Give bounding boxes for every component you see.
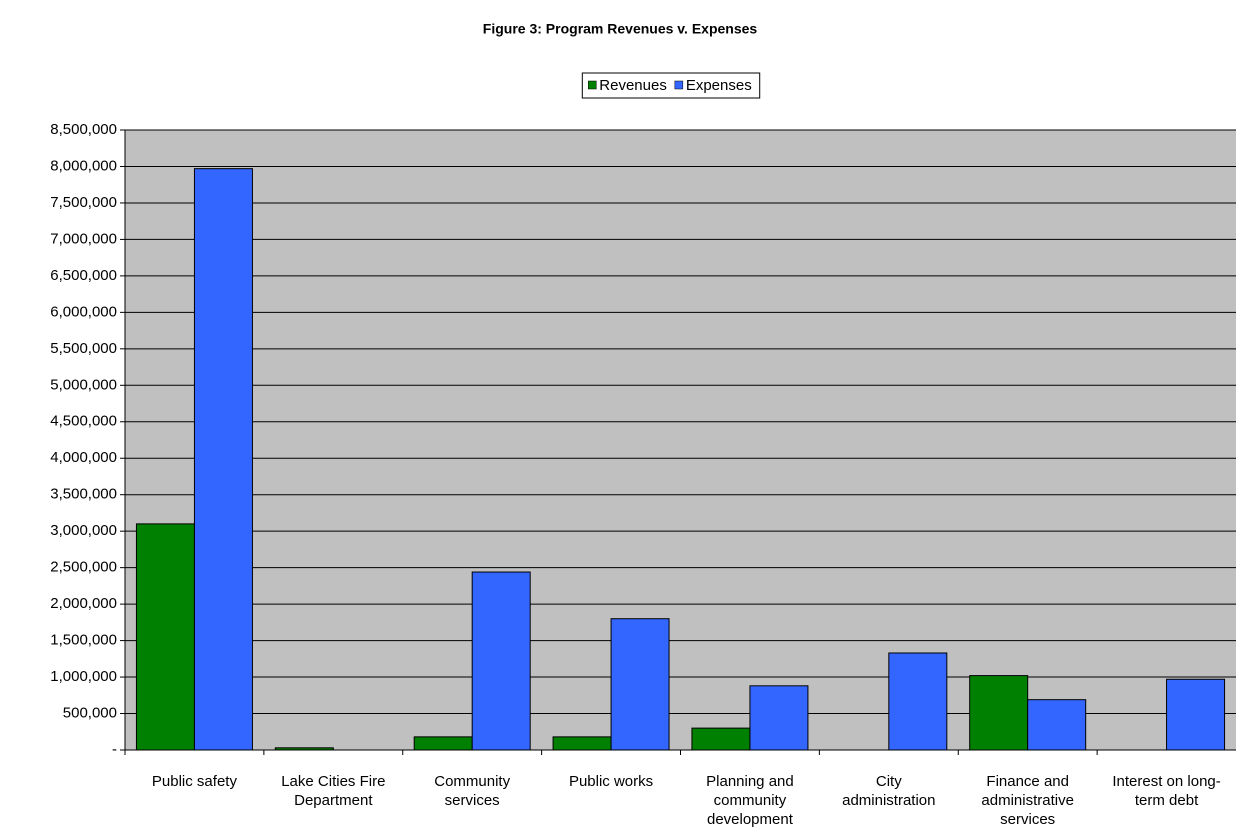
bar [1166, 678, 1226, 751]
x-tick-label: Interest on long-term debt [1112, 773, 1221, 809]
bar [888, 652, 948, 751]
y-tick-label: 7,000,000 [50, 230, 117, 247]
y-tick-label: 8,000,000 [50, 157, 117, 174]
bar [471, 571, 531, 751]
bar [552, 736, 612, 751]
y-tick-label: 2,500,000 [50, 559, 117, 576]
legend-swatch [674, 80, 684, 90]
bar [1027, 699, 1087, 751]
y-tick-label: 3,500,000 [50, 486, 117, 503]
x-tick-label: Public works [568, 773, 654, 790]
y-tick-label: 5,000,000 [50, 376, 117, 393]
x-tick-label: Community services [434, 773, 511, 809]
y-tick-label: 5,500,000 [50, 340, 117, 357]
bar [749, 685, 809, 751]
y-tick-label: 500,000 [63, 704, 117, 721]
y-tick-label: 1,000,000 [50, 668, 117, 685]
chart-title: Figure 3: Program Revenues v. Expenses [483, 21, 758, 37]
y-tick-label: - [112, 741, 117, 758]
bar [610, 618, 670, 751]
y-tick-label: 4,000,000 [50, 449, 117, 466]
legend-label: Revenues [599, 77, 667, 94]
bar [413, 736, 473, 751]
bar [135, 523, 195, 751]
y-tick-label: 6,500,000 [50, 267, 117, 284]
y-tick-label: 1,500,000 [50, 632, 117, 649]
y-tick-label: 6,000,000 [50, 303, 117, 320]
x-tick-label: Lake Cities Fire Department [281, 773, 386, 809]
x-tick-label: Finance and administrative services [981, 773, 1074, 828]
y-tick-label: 7,500,000 [50, 194, 117, 211]
x-tick-label: City administration [842, 773, 936, 809]
legend-box [581, 72, 761, 99]
x-tick-label: Public safety [151, 773, 237, 790]
legend-label: Expenses [686, 77, 752, 94]
x-tick-label: Planning and community development [706, 773, 794, 828]
legend-swatch [588, 80, 597, 90]
bar [969, 675, 1029, 751]
bar [193, 168, 253, 751]
y-tick-label: 8,500,000 [50, 121, 117, 138]
y-tick-label: 2,000,000 [50, 595, 117, 612]
plot-area [125, 130, 1236, 750]
bar [691, 727, 751, 751]
y-tick-label: 3,000,000 [50, 522, 117, 539]
y-tick-label: 4,500,000 [50, 413, 117, 430]
